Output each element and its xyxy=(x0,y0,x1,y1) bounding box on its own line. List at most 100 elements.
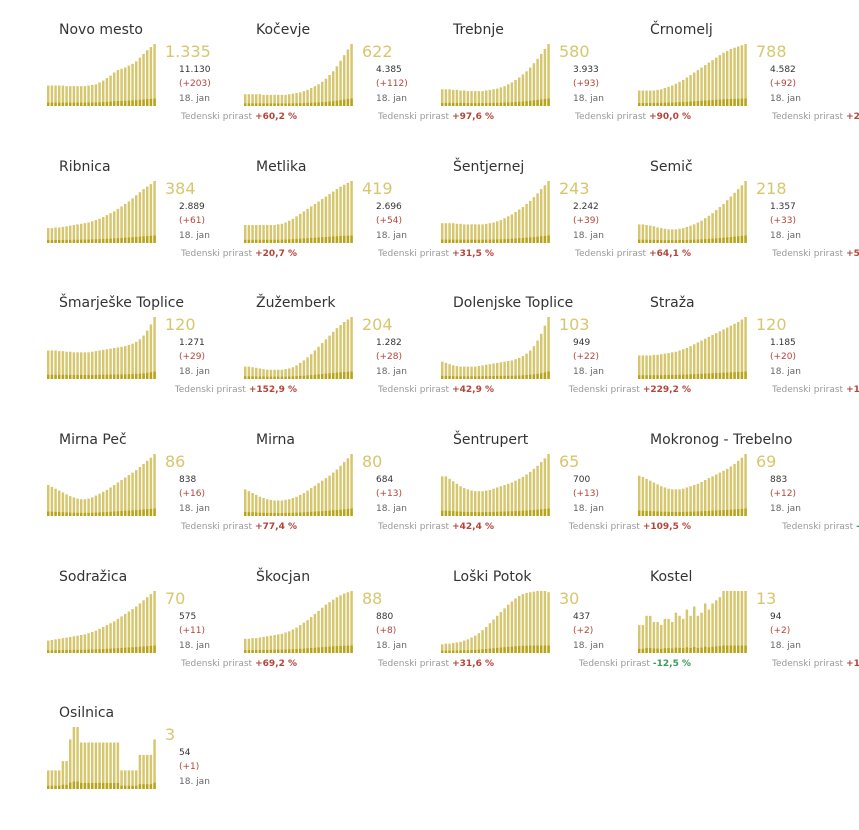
bar xyxy=(50,639,54,653)
bar-new-cases xyxy=(127,785,131,789)
bar xyxy=(744,317,747,379)
bar xyxy=(332,599,335,653)
bar xyxy=(58,490,61,516)
date-label: 18. jan xyxy=(770,94,801,104)
bar xyxy=(288,499,291,516)
bar xyxy=(91,351,94,379)
bar-new-cases xyxy=(244,103,247,106)
bar-chart xyxy=(244,44,353,106)
bar-new-cases xyxy=(466,103,470,106)
bar xyxy=(452,481,455,516)
bar-new-cases xyxy=(499,239,503,243)
date-label: 18. jan xyxy=(179,94,210,104)
bar xyxy=(448,478,451,516)
bar xyxy=(704,338,707,379)
bar-new-cases xyxy=(262,239,265,243)
bar xyxy=(280,369,284,379)
bar-new-cases xyxy=(718,99,722,106)
bar xyxy=(547,181,550,243)
weekly-growth: Tedenski prirast+16,7 % xyxy=(688,659,859,669)
bar xyxy=(707,609,711,653)
bar-new-cases xyxy=(135,647,138,653)
bar xyxy=(153,591,156,653)
bar xyxy=(127,770,131,789)
bar xyxy=(258,94,262,106)
bar-new-cases xyxy=(138,784,142,789)
bar-new-cases xyxy=(733,98,736,106)
bar xyxy=(532,63,536,106)
bar xyxy=(525,592,528,653)
bar-new-cases xyxy=(496,102,499,106)
bar-new-cases xyxy=(521,238,525,243)
bar xyxy=(346,592,350,653)
bar xyxy=(704,218,707,243)
bar-new-cases xyxy=(65,374,68,379)
bar-new-cases xyxy=(328,646,331,653)
bar-new-cases xyxy=(94,374,98,379)
bar-new-cases xyxy=(700,511,703,516)
bar-new-cases xyxy=(503,375,506,379)
bar-new-cases xyxy=(127,374,131,379)
bar-new-cases xyxy=(91,239,94,243)
bar xyxy=(277,634,280,653)
bar-new-cases xyxy=(54,650,57,653)
bar xyxy=(61,638,65,653)
bar-new-cases xyxy=(707,238,711,243)
bar-new-cases xyxy=(277,513,280,516)
bar xyxy=(113,348,116,379)
municipality-panel: Šentjernej 243 2.242 (+39) 18. jan Tedenski p… xyxy=(441,159,691,284)
bar-new-cases xyxy=(507,511,510,516)
bar xyxy=(463,224,466,243)
bar-new-cases xyxy=(343,99,346,106)
bar-new-cases xyxy=(306,238,309,243)
bar-new-cases xyxy=(262,103,265,106)
bar xyxy=(667,229,670,243)
bar xyxy=(715,333,718,379)
bar-chart xyxy=(638,181,747,243)
date-label: 18. jan xyxy=(573,231,604,241)
bar-new-cases xyxy=(142,646,145,653)
date-label: 18. jan xyxy=(179,504,210,514)
bar-new-cases xyxy=(463,239,466,243)
bar xyxy=(288,631,291,653)
bar-new-cases xyxy=(444,239,448,243)
bar xyxy=(638,475,641,516)
municipality-panel: Šentrupert 65 700 (+13) 18. jan Tedenski prir… xyxy=(441,432,691,557)
bar-new-cases xyxy=(536,373,539,379)
bar xyxy=(87,222,90,243)
bar xyxy=(696,615,700,653)
bar xyxy=(127,201,131,243)
daily-delta-value: (+16) xyxy=(179,489,206,499)
bar xyxy=(335,469,339,516)
bar-new-cases xyxy=(521,375,525,379)
bar xyxy=(663,88,667,106)
bar xyxy=(83,634,87,653)
bar xyxy=(313,350,317,379)
weekly-growth-label: Tedenski prirast xyxy=(568,522,640,532)
active-cases-value: 1.335 xyxy=(165,42,211,61)
bar xyxy=(273,225,276,243)
bar xyxy=(328,475,331,516)
bar xyxy=(69,86,72,106)
bar-new-cases xyxy=(138,99,142,106)
bar-new-cases xyxy=(105,374,109,379)
bar xyxy=(91,221,94,243)
bar xyxy=(656,622,659,653)
bar xyxy=(726,50,729,106)
bar xyxy=(346,319,350,379)
bar xyxy=(153,181,156,243)
bar xyxy=(718,331,722,379)
bar-new-cases xyxy=(638,510,641,516)
bar-new-cases xyxy=(638,103,641,106)
bar-new-cases xyxy=(94,239,98,243)
bar xyxy=(65,761,68,789)
total-cases-value: 1.271 xyxy=(179,338,205,348)
bar-new-cases xyxy=(652,375,656,379)
bar-new-cases xyxy=(641,375,645,379)
bar-new-cases xyxy=(321,374,324,379)
bar-new-cases xyxy=(481,649,484,653)
bar xyxy=(324,339,328,379)
bar-new-cases xyxy=(98,649,101,653)
municipality-panel: Mirna Peč 86 838 (+16) 18. jan Tedenski prira… xyxy=(47,432,297,557)
bar xyxy=(656,89,659,106)
